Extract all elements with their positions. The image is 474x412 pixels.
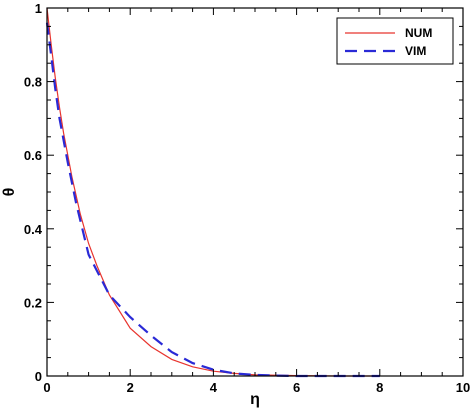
y-tick-label: 1 xyxy=(35,1,42,16)
y-tick-label: 0 xyxy=(35,369,42,384)
legend-label-num: NUM xyxy=(405,26,432,40)
x-tick-label: 10 xyxy=(456,380,470,395)
y-tick-label: 0.8 xyxy=(24,75,42,90)
legend-box xyxy=(336,17,454,65)
y-tick-label: 0.6 xyxy=(24,148,42,163)
x-tick-label: 8 xyxy=(376,380,383,395)
series-layer xyxy=(45,7,380,378)
y-tick-label: 0.4 xyxy=(24,222,43,237)
x-tick-label: 6 xyxy=(293,380,300,395)
x-tick-label: 2 xyxy=(127,380,134,395)
y-axis-title: θ xyxy=(1,188,18,197)
x-tick-label: 0 xyxy=(43,380,50,395)
x-tick-label: 4 xyxy=(210,380,218,395)
axes-layer: 0 2 4 6 8 10 0 0.2 0.4 0.6 0.8 1 xyxy=(24,1,470,395)
y-tick-label: 0.2 xyxy=(24,295,42,310)
legend: NUM VIM xyxy=(336,17,454,65)
x-axis-title: η xyxy=(250,391,260,408)
series-line-vim xyxy=(45,22,380,378)
legend-label-vim: VIM xyxy=(405,44,426,58)
